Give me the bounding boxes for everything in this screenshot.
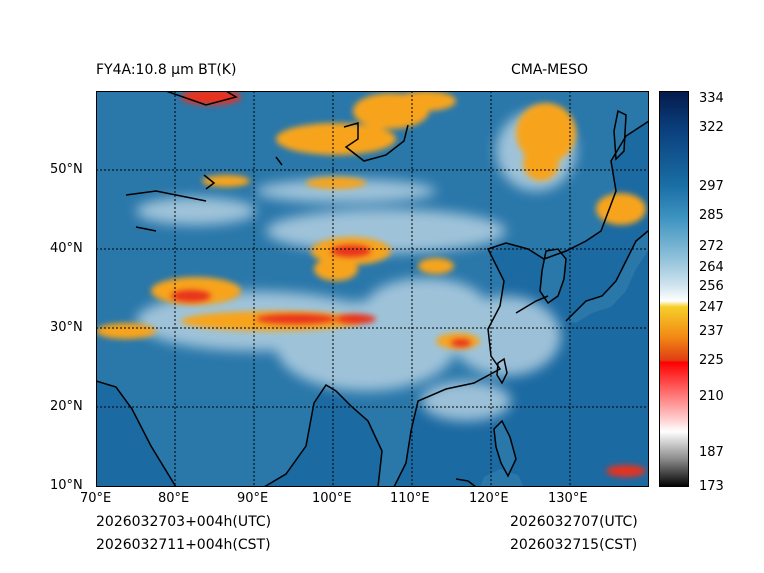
cbar-label-285: 285: [699, 208, 724, 223]
borneo-island: [480, 469, 524, 487]
valid-time-cst: 2026032715(CST): [510, 537, 638, 553]
lon-label-110e: 110°E: [390, 491, 430, 506]
cbar-label-272: 272: [699, 239, 724, 254]
map-frame: [96, 91, 649, 487]
lon-label-120e: 120°E: [469, 491, 509, 506]
cbar-label-237: 237: [699, 324, 724, 339]
colorbar-gradient: [659, 91, 689, 487]
cbar-label-173: 173: [699, 479, 724, 494]
cbar-label-322: 322: [699, 120, 724, 135]
cbar-label-264: 264: [699, 260, 724, 275]
map-canvas: [96, 91, 649, 487]
asia-landmass: [96, 91, 649, 487]
coastlines: [96, 91, 649, 487]
lon-label-70e: 70°E: [80, 491, 112, 506]
init-time-utc: 2026032703+004h(UTC): [96, 514, 272, 530]
init-time-cst: 2026032711+004h(CST): [96, 537, 271, 553]
lon-label-130e: 130°E: [548, 491, 588, 506]
philippines-islands: [494, 421, 516, 476]
colorbar-frame: [659, 91, 689, 487]
cbar-label-187: 187: [699, 445, 724, 460]
lat-label-20n: 20°N: [50, 399, 83, 414]
lon-label-100e: 100°E: [312, 491, 352, 506]
lat-label-10n: 10°N: [50, 478, 83, 493]
colorbar: [659, 91, 689, 487]
cbar-label-210: 210: [699, 389, 724, 404]
very-cold-cloud-tops: [171, 91, 646, 477]
lon-label-90e: 90°E: [237, 491, 269, 506]
map-title: FY4A:10.8 µm BT(K): [96, 62, 237, 78]
lat-label-50n: 50°N: [50, 162, 83, 177]
cbar-label-247: 247: [699, 300, 724, 315]
cbar-label-256: 256: [699, 279, 724, 294]
satellite-map: [96, 91, 649, 487]
cbar-label-225: 225: [699, 353, 724, 368]
model-title: CMA-MESO: [511, 62, 589, 78]
lon-label-80e: 80°E: [158, 491, 190, 506]
sakhalin-island: [614, 111, 626, 159]
cbar-label-297: 297: [699, 179, 724, 194]
cbar-label-334: 334: [699, 91, 724, 106]
valid-time-utc: 2026032707(UTC): [510, 514, 638, 530]
lat-lon-grid: [96, 91, 649, 487]
lat-label-30n: 30°N: [50, 320, 83, 335]
lat-label-40n: 40°N: [50, 241, 83, 256]
